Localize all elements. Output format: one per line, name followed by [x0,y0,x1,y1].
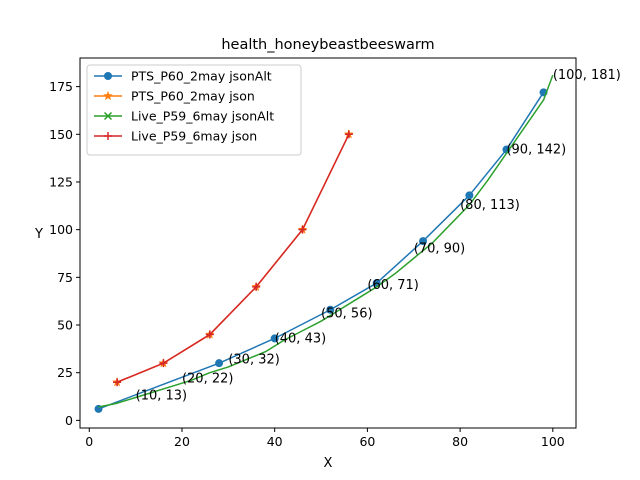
point-annotation: (100, 181) [553,68,621,83]
point-annotation: (40, 43) [275,331,327,346]
series-line [116,133,350,383]
legend-label: PTS_P60_2may json [131,89,255,104]
legend-entry: Live_P59_6may json [94,129,257,144]
data-point [465,191,474,200]
point-annotation: (80, 113) [460,198,520,213]
y-tick-label: 150 [49,127,73,142]
y-tick-label: 0 [65,413,73,428]
x-tick-label: 80 [452,434,468,449]
legend-label: Live_P59_6may jsonAlt [131,109,274,124]
data-point [419,237,428,246]
x-tick-label: 40 [267,434,283,449]
data-point [326,305,335,314]
x-axis-label: X [324,456,333,471]
x-tick-label: 60 [359,434,375,449]
point-annotation: (50, 56) [321,307,373,322]
legend-marker [103,111,113,121]
y-tick-label: 125 [49,174,73,189]
x-tick-label: 20 [174,434,190,449]
y-tick-label: 100 [49,222,73,237]
series-0 [94,88,548,413]
legend-marker [104,72,112,80]
legend: PTS_P60_2may jsonAlt PTS_P60_2may json Liv… [86,64,302,156]
series-line [98,74,554,408]
axes-layer [79,57,577,429]
data-point [159,359,168,368]
legend-entry: PTS_P60_2may json [94,89,255,104]
point-annotation: (60, 71) [367,278,419,293]
data-point [215,359,224,368]
y-axis-label: Y [34,227,43,242]
y-tick-label: 175 [49,79,73,94]
data-point [205,330,214,339]
legend-frame [86,64,302,156]
ticks-layer: 0 20 40 60 80 100 0 25 50 75 100 125 150 175 [49,79,565,449]
legend-label: PTS_P60_2may jsonAlt [131,69,272,84]
legend-entry: PTS_P60_2may jsonAlt [94,69,272,84]
x-tick-label: 100 [541,434,565,449]
data-point [113,378,122,387]
data-point [270,334,279,343]
legend-marker [104,132,112,140]
legend-marker [103,90,113,101]
point-annotation: (70, 90) [414,242,466,257]
y-tick-label: 50 [57,318,73,333]
annotation-layer: (10, 13) (20, 22) (30, 32) (40, 43) (50, 56)… [136,68,621,403]
legend-label: Live_P59_6may json [131,129,257,144]
plot-frame [79,57,577,429]
data-point [298,225,307,234]
point-annotation: (30, 32) [228,352,280,367]
point-annotation: (10, 13) [136,389,188,404]
chart-title: health_honeybeastbeeswarm [221,37,434,53]
data-point [344,130,353,139]
series-layer [94,74,554,413]
x-tick-label: 0 [85,434,93,449]
series-2 [98,74,554,408]
y-tick-label: 25 [57,365,73,380]
point-annotation: (20, 22) [182,371,234,386]
legend-entry: Live_P59_6may jsonAlt [94,109,274,124]
series-3 [113,130,353,387]
y-tick-label: 75 [57,270,73,285]
point-annotation: (90, 142) [506,143,566,158]
data-point [252,282,261,291]
